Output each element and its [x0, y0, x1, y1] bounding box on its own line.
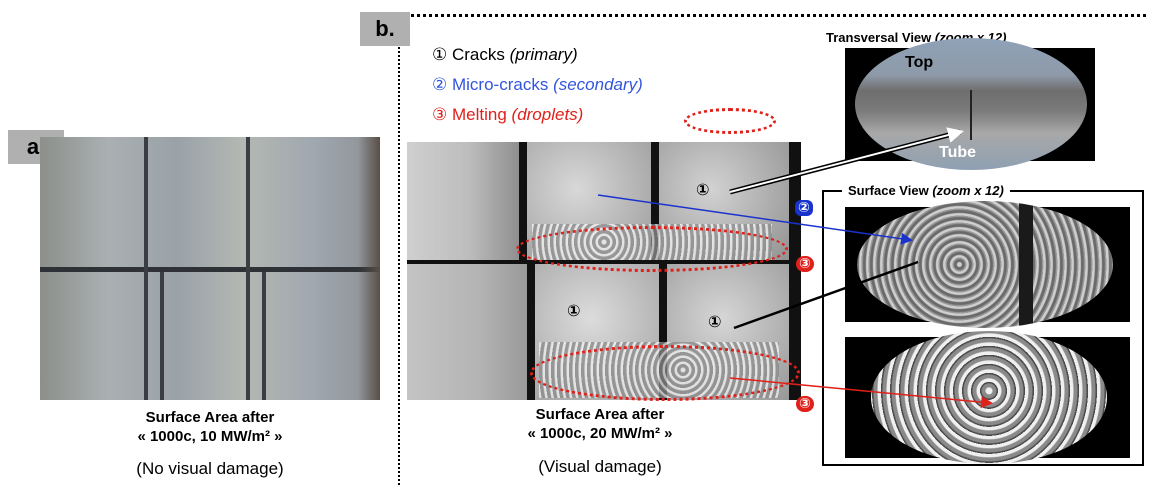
legend-cracks-num: ① [432, 45, 448, 65]
transversal-photo: Top Tube [845, 38, 1095, 170]
legend-microcracks-label: Micro-cracks [451, 75, 549, 94]
panel-a-caption: Surface Area after « 1000c, 10 MW/m² » [40, 408, 380, 446]
panel-b-subcaption: (Visual damage) [538, 457, 662, 476]
panel-b-caption-line2: « 1000c, 20 MW/m² » [527, 425, 673, 442]
surface-lens-cracks [857, 201, 1113, 328]
legend-melting: ③ Melting (droplets) [432, 105, 583, 125]
marker-melting-upper: ③ [796, 256, 814, 272]
panel-b-tag: b. [360, 12, 410, 46]
panel-b-tile-left-upper [407, 142, 519, 260]
divider-vertical [398, 18, 400, 485]
panel-a-tile-seam-lower [160, 272, 164, 400]
panel-b-caption: Surface Area after « 1000c, 20 MW/m² » [430, 405, 770, 443]
panel-a-caption-line2: « 1000c, 10 MW/m² » [137, 428, 283, 445]
panel-a-subcaption: (No visual damage) [136, 459, 284, 478]
panel-a-caption-line1: Surface Area after [145, 409, 275, 426]
arrow-crack-to-surface [733, 260, 919, 330]
transversal-top-label: Top [905, 54, 934, 71]
melting-ellipse-upper [516, 226, 788, 272]
arrow-crack-to-transversal-inner [729, 127, 964, 193]
surface-view-zoom: (zoom x 12) [932, 183, 1004, 198]
panel-a-right-shadow [358, 137, 380, 400]
panel-b-tile-left-lower [407, 264, 527, 400]
marker-crack-mid: ① [567, 301, 581, 320]
panel-a-photo [40, 137, 380, 400]
transversal-crack-line [970, 90, 972, 140]
legend-microcracks-note: (secondary) [553, 75, 643, 94]
legend-melting-num: ③ [432, 105, 448, 125]
divider-horizontal [398, 14, 1146, 17]
legend-cracks-label: Cracks [451, 45, 505, 64]
arrow-microcrack [597, 194, 913, 245]
marker-microcrack: ② [795, 200, 813, 216]
transversal-tube-label: Tube [939, 144, 977, 161]
panel-a-tile-seam-lower-2 [262, 272, 266, 400]
arrow-melting [729, 377, 993, 409]
legend-microcracks: ② Micro-cracks (secondary) [432, 75, 643, 95]
melting-ellipse-lower [530, 345, 800, 401]
surface-view-title-text: Surface View [848, 183, 929, 198]
marker-melting-lower: ③ [796, 396, 814, 412]
marker-crack-right: ① [708, 312, 722, 331]
legend-cracks: ① Cracks (primary) [432, 45, 578, 65]
transversal-title-text: Transversal View [826, 30, 932, 45]
panel-b-caption-line1: Surface Area after [535, 406, 665, 423]
legend-cracks-note: (primary) [509, 45, 578, 64]
marker-crack-upper: ① [696, 180, 710, 199]
legend-melting-note: (droplets) [511, 105, 584, 124]
legend-microcracks-num: ② [432, 75, 448, 95]
surface-photo-cracks [845, 201, 1130, 328]
surface-view-title: Surface View (zoom x 12) [842, 183, 1010, 198]
legend-melting-label: Melting [451, 105, 507, 124]
legend-melting-ellipse [684, 108, 776, 134]
surface-gap [1019, 201, 1033, 328]
